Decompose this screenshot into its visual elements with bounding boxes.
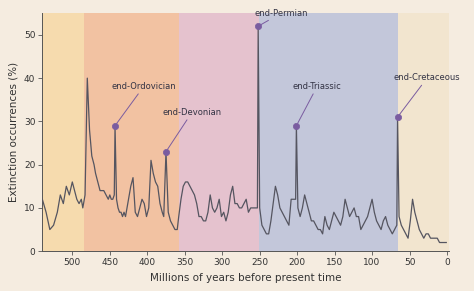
Bar [259,13,398,251]
Text: end-Cretaceous: end-Cretaceous [394,73,460,115]
Bar [83,13,179,251]
Text: end-Ordovician: end-Ordovician [111,82,176,123]
X-axis label: Millions of years before present time: Millions of years before present time [150,273,341,283]
Text: end-Devonian: end-Devonian [162,108,221,149]
Text: end-Permian: end-Permian [255,9,308,25]
Bar [179,13,259,251]
Text: end-Triassic: end-Triassic [292,82,341,123]
Bar [398,13,448,251]
Y-axis label: Extinction occurrences (%): Extinction occurrences (%) [9,62,18,202]
Bar [42,13,83,251]
